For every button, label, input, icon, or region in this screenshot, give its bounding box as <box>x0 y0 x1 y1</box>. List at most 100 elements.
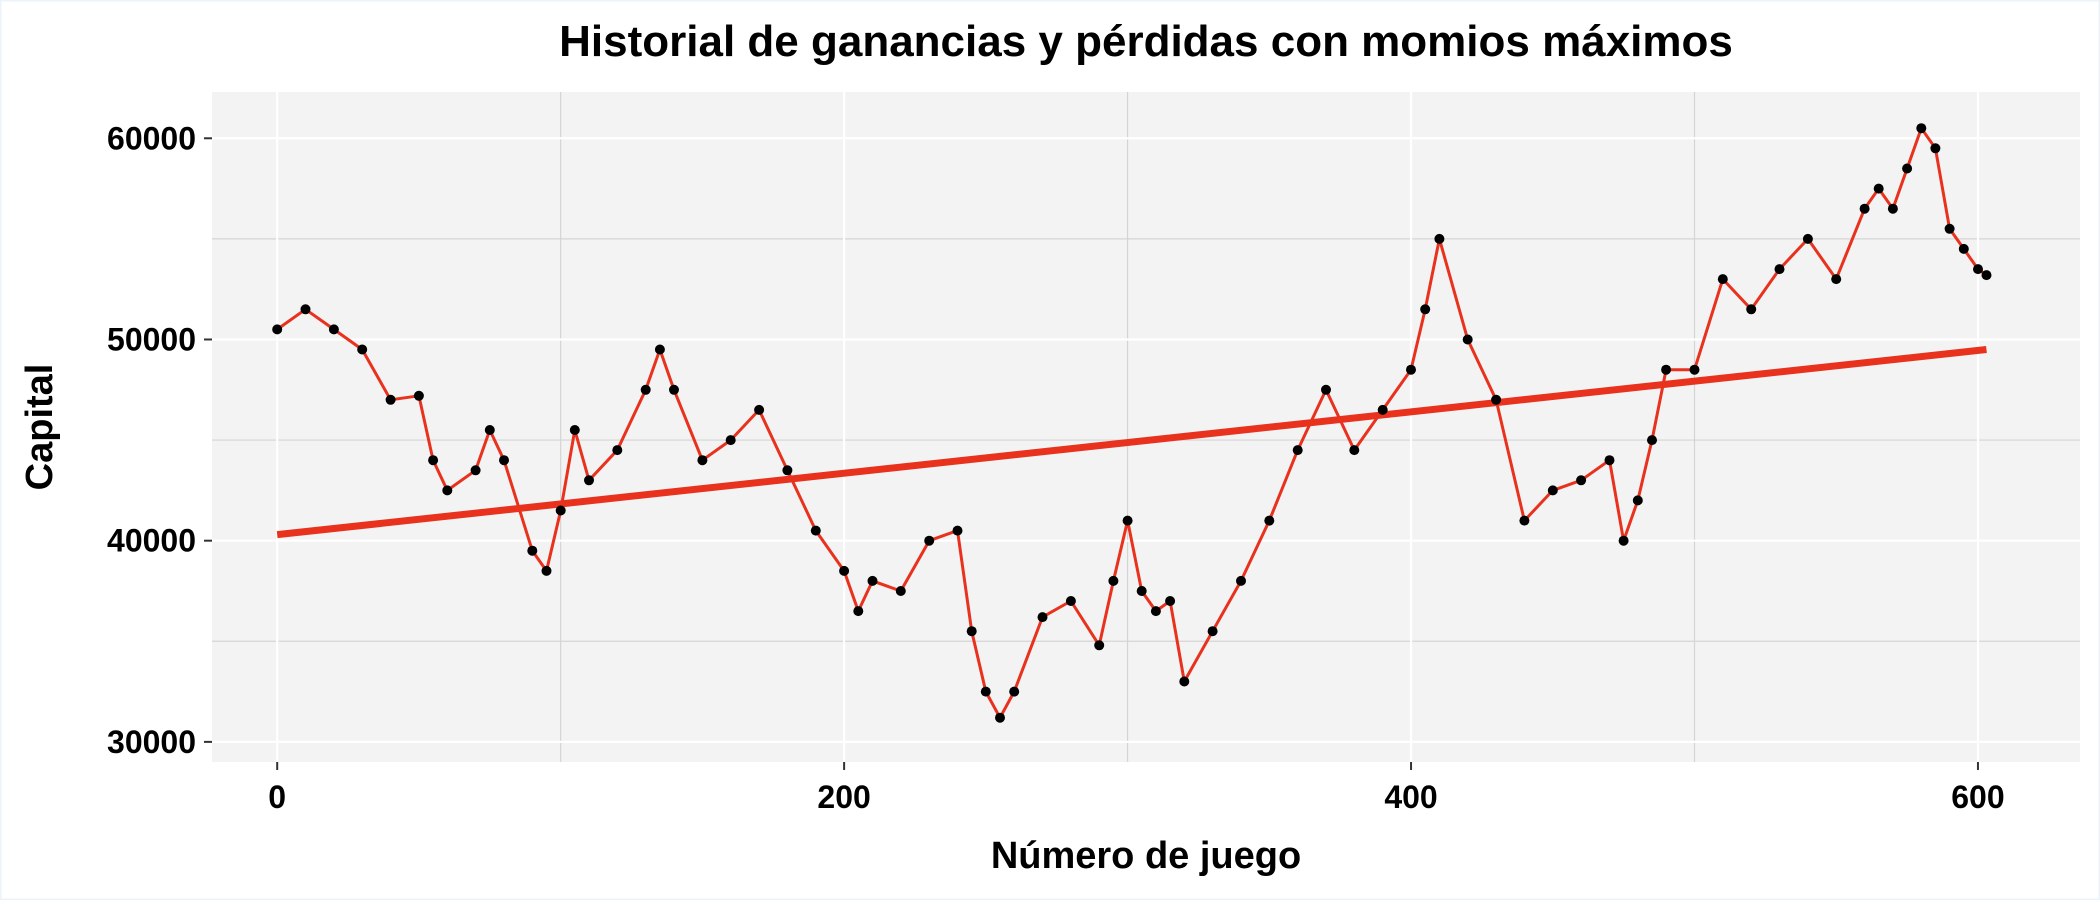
y-axis: 30000 40000 50000 60000 <box>107 120 212 760</box>
capital-line <box>276 126 1988 720</box>
capital-point <box>895 586 906 596</box>
capital-point <box>1462 334 1473 345</box>
capital-point <box>428 455 439 466</box>
capital-point <box>555 505 566 516</box>
capital-point <box>1831 274 1842 285</box>
points-layer <box>272 123 1992 723</box>
capital-point <box>1717 274 1728 285</box>
capital-point <box>1859 203 1870 214</box>
capital-point <box>272 324 283 335</box>
y-tick-label: 50000 <box>107 321 196 357</box>
capital-point <box>527 545 538 556</box>
capital-point <box>1321 384 1331 395</box>
chart-title: Historial de ganancias y pérdidas con mo… <box>559 17 1733 66</box>
capital-point <box>584 475 594 486</box>
capital-point <box>754 404 765 415</box>
capital-point <box>300 304 311 315</box>
capital-point <box>1377 404 1388 415</box>
capital-point <box>725 435 736 446</box>
capital-point <box>966 626 977 637</box>
capital-point <box>569 425 580 435</box>
x-tick-label: 0 <box>268 779 286 815</box>
capital-point <box>328 324 339 335</box>
series-layer <box>276 126 1988 720</box>
capital-point <box>1576 475 1587 486</box>
capital-point <box>1165 596 1176 606</box>
capital-point <box>413 390 424 401</box>
capital-point <box>1547 485 1558 496</box>
capital-point <box>1292 445 1303 456</box>
capital-point <box>484 425 495 435</box>
capital-point <box>470 465 481 476</box>
capital-point <box>1981 270 1992 281</box>
plot-panel <box>212 92 2080 762</box>
capital-point <box>980 686 991 697</box>
y-tick-label: 40000 <box>107 523 196 559</box>
capital-point <box>1150 606 1161 617</box>
grid-major <box>212 92 2080 762</box>
capital-point <box>924 535 935 546</box>
capital-point <box>1916 123 1927 134</box>
capital-point <box>1958 243 1969 254</box>
capital-point <box>1632 495 1643 506</box>
capital-point <box>1873 183 1884 194</box>
capital-point <box>1618 535 1629 546</box>
capital-point <box>612 445 623 456</box>
x-axis-title: Número de juego <box>991 835 1301 877</box>
capital-point <box>782 465 793 476</box>
capital-point <box>1136 586 1147 596</box>
y-axis-title: Capital <box>19 364 61 491</box>
capital-point <box>1746 304 1757 315</box>
capital-point <box>1930 143 1941 154</box>
capital-point <box>839 565 850 576</box>
capital-point <box>1661 364 1672 375</box>
capital-point <box>1491 394 1502 405</box>
capital-point <box>1802 233 1813 244</box>
capital-point <box>810 525 821 536</box>
capital-point <box>1887 203 1898 214</box>
capital-point <box>1902 163 1913 174</box>
capital-point <box>385 394 396 405</box>
capital-point <box>654 344 665 355</box>
capital-point <box>1037 612 1048 623</box>
capital-point <box>499 455 509 466</box>
capital-point <box>1349 445 1360 456</box>
x-tick-label: 400 <box>1384 779 1437 815</box>
capital-point <box>867 575 878 586</box>
capital-point <box>1094 640 1105 651</box>
capital-point <box>1774 264 1785 275</box>
capital-point <box>1122 515 1133 526</box>
capital-point <box>697 455 708 466</box>
y-tick-label: 60000 <box>107 120 196 156</box>
capital-point <box>1179 676 1190 687</box>
capital-point <box>1973 264 1983 275</box>
x-tick-label: 600 <box>1951 779 2004 815</box>
capital-point <box>669 384 679 395</box>
capital-point <box>952 525 963 536</box>
capital-point <box>1604 455 1615 466</box>
capital-point <box>1108 575 1119 586</box>
capital-point <box>640 384 651 395</box>
capital-point <box>995 712 1005 723</box>
capital-point <box>1689 364 1700 375</box>
capital-point <box>1406 364 1416 375</box>
capital-point <box>1207 626 1218 637</box>
capital-point <box>1944 223 1955 234</box>
capital-point <box>1647 435 1657 446</box>
x-tick-label: 200 <box>817 779 870 815</box>
capital-point <box>1420 304 1431 315</box>
capital-point <box>1009 686 1020 697</box>
capital-point <box>1065 596 1076 606</box>
capital-point <box>1264 515 1275 526</box>
y-tick-label: 30000 <box>107 724 196 760</box>
capital-point <box>442 485 453 496</box>
capital-point <box>853 606 864 617</box>
x-axis: 0 200 400 600 <box>268 762 2005 815</box>
capital-point <box>1236 575 1246 586</box>
capital-point <box>1519 515 1530 526</box>
capital-point <box>541 565 552 576</box>
capital-point <box>1434 233 1445 244</box>
capital-point <box>357 344 368 355</box>
